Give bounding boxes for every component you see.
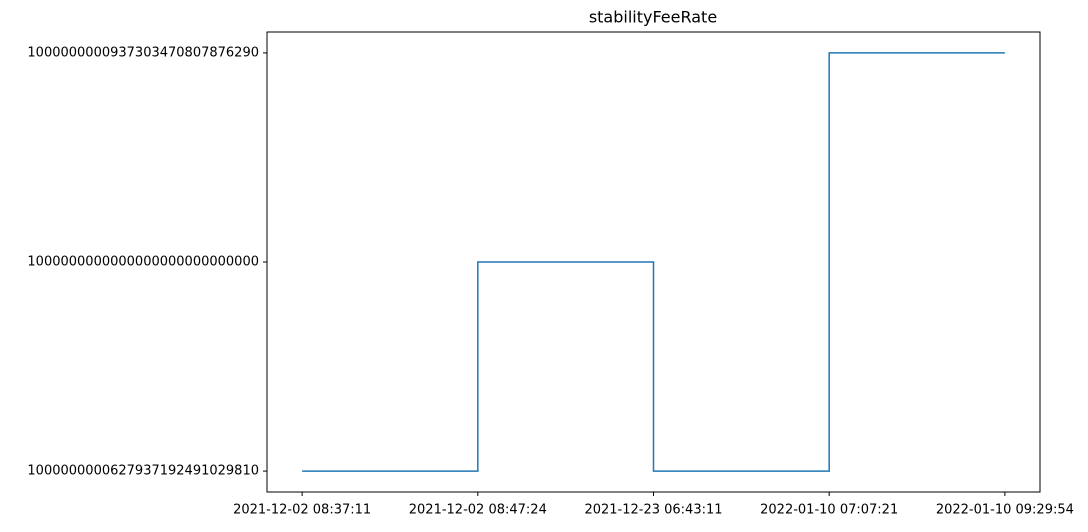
chart-title: stabilityFeeRate: [589, 8, 717, 27]
y-tick-label: 1000000000937303470807876290: [27, 45, 259, 60]
step-line: [302, 52, 1005, 472]
x-tick-label: 2022-01-10 09:29:54: [936, 503, 1074, 518]
x-tick-label: 2021-12-02 08:47:24: [409, 503, 547, 518]
y-tick-label: 1000000000000000000000000000: [27, 255, 259, 270]
y-tick-label: 1000000000627937192491029810: [27, 464, 259, 479]
x-tick-label: 2022-01-10 07:07:21: [760, 503, 898, 518]
x-tick-label: 2021-12-02 08:37:11: [233, 503, 371, 518]
x-tick-label: 2021-12-23 06:43:11: [584, 503, 722, 518]
